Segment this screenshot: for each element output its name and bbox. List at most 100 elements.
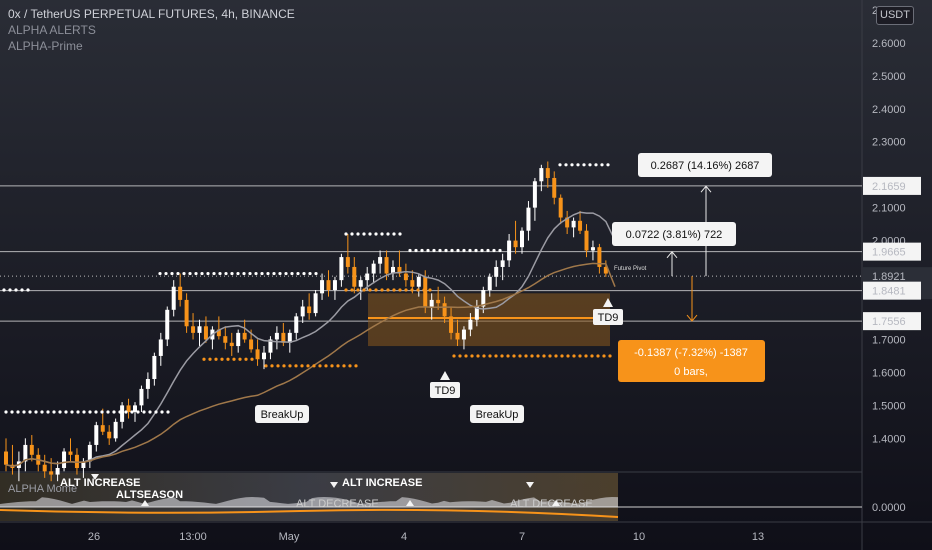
candle-body [539,168,544,182]
price-label: 1.9665 [872,247,906,259]
candle-body [320,280,325,294]
signal-dots [94,410,98,414]
signal-dots [28,410,32,414]
measure-arrow-head [700,185,712,193]
signal-dots [542,354,546,358]
signal-dots [584,354,588,358]
oscillator-marker [330,482,338,488]
candle-body [249,339,254,350]
signal-dots [64,410,68,414]
candle-body [236,332,241,347]
signal-dots [386,288,390,292]
price-tick-label: 2.5000 [872,71,906,83]
time-tick-label: 4 [401,531,407,543]
candle-body [384,257,389,274]
signal-dots [362,288,366,292]
signal-dots [206,271,210,276]
signal-dots [566,354,570,358]
future-pivot-label: Future Pivot [614,266,647,272]
breakup-label-box [470,405,524,423]
candle-body [171,286,176,310]
candle-body [603,266,608,274]
signal-dots [314,271,318,276]
signal-dots [578,354,582,358]
signal-dots [10,410,14,414]
candle-body [520,230,524,248]
signal-dots [536,354,540,358]
breakup-label: BreakUp [476,409,519,421]
signal-dots [330,364,334,368]
candle-body [590,247,595,251]
signal-dots [16,410,20,414]
candle-body [487,276,492,291]
signal-dots [296,271,300,276]
candle-body [55,468,60,475]
signal-dots [88,410,92,414]
signal-dots [444,248,448,253]
measure-down-bars: 0 bars, [674,366,708,378]
price-tick-label: 1.7000 [872,334,906,346]
time-tick-label: 26 [88,531,100,543]
signal-box [593,309,623,325]
candle-body [68,451,73,455]
signal-dots [200,271,204,276]
signal-dots [148,410,152,414]
signal-dots [356,288,360,292]
candle-body [165,309,170,340]
signal-dots [242,271,246,276]
signal-dots [572,354,576,358]
candle-body [287,332,292,343]
signal-dots [302,271,306,276]
signal-dots [276,364,280,368]
signal-dots [224,271,228,276]
signal-dots [20,288,24,292]
time-tick-label: 7 [519,531,525,543]
signal-dots [34,410,38,414]
candle-body [313,293,318,314]
oscillator-line [0,508,619,518]
signal-dots [398,288,402,292]
signal-dots [236,271,240,276]
signal-dots [266,271,270,276]
candle-body [120,405,125,422]
candle-body [345,257,350,267]
signal-dots [170,271,174,276]
signal-dots [458,354,462,358]
signal-dots [300,364,304,368]
signal-dots [100,410,104,414]
signal-dots [14,288,18,292]
candle-body [145,379,150,389]
slow-moving-average [5,262,616,468]
signal-dots [270,364,274,368]
signal-dots [422,288,426,292]
signal-dots [386,232,390,236]
candle-body [500,260,505,267]
signal-dots [342,364,346,368]
signal-dots [582,163,586,167]
signal-dots [486,248,490,253]
signal-dots [380,232,384,236]
candle-body [242,332,247,340]
signal-dots [182,271,186,276]
signal-dots [324,364,328,368]
candle-body [268,339,273,353]
candle-body [255,349,260,360]
measure-label: 0.0722 (3.81%) 722 [626,229,723,241]
signal-dots [404,288,408,292]
measure-arrow-head [686,314,698,322]
signal-dots [344,232,348,236]
candle-body [307,306,312,314]
candle-body [403,273,408,281]
signal-dots [22,410,26,414]
breakup-label: BreakUp [261,409,304,421]
price-label: 2.1659 [872,181,906,193]
oscillator-marker [526,482,534,488]
oscillator-marker [91,474,99,480]
signal-dots [420,248,424,253]
currency-button[interactable]: USDT [876,6,914,25]
signal-dots [576,163,580,167]
oscillator-marker [406,500,414,506]
signal-dots [518,354,522,358]
